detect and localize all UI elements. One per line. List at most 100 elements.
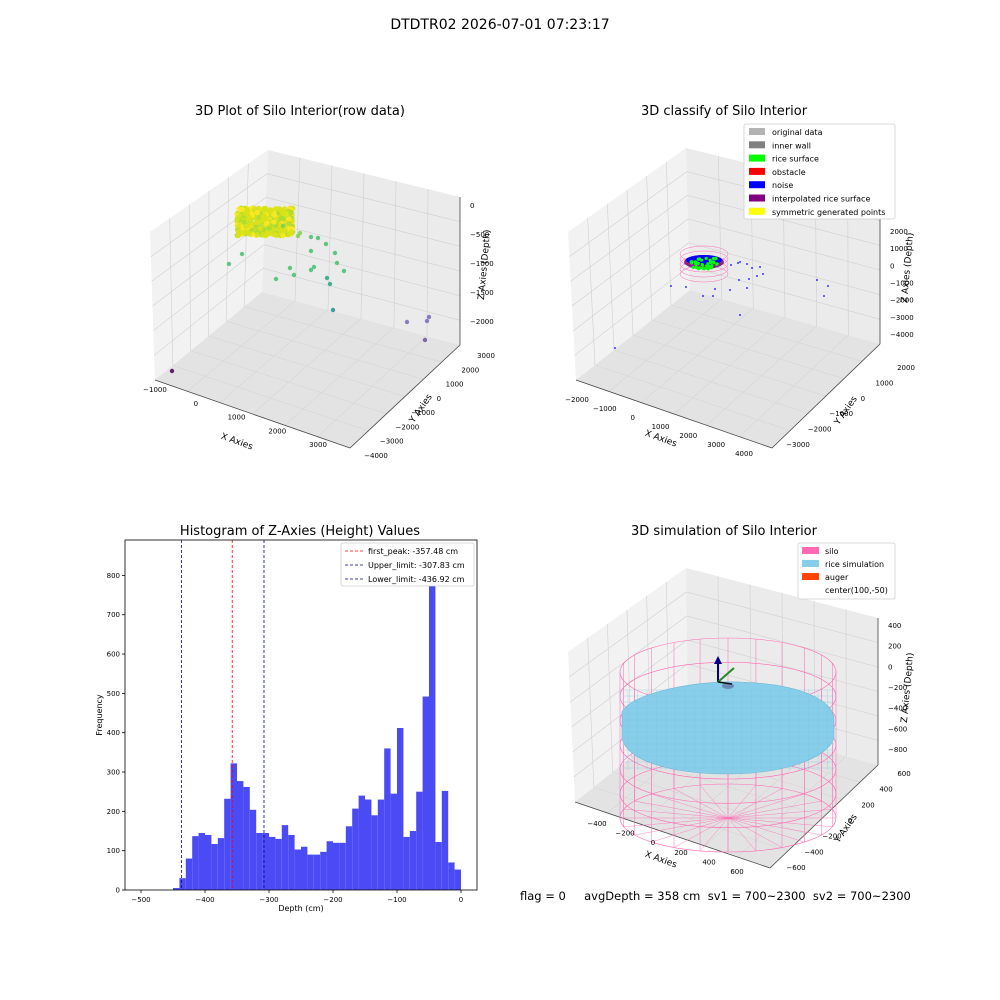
data-point	[249, 205, 255, 212]
data-point	[237, 224, 243, 230]
data-point	[236, 217, 242, 223]
histogram-bar	[211, 843, 218, 890]
data-point	[248, 212, 254, 218]
legend-swatch	[749, 181, 765, 189]
histogram-bar	[313, 854, 321, 890]
data-point	[259, 216, 265, 222]
data-point	[276, 208, 282, 214]
data-point	[273, 217, 279, 223]
grid-line	[243, 163, 249, 307]
rice-surface-point	[690, 261, 694, 265]
data-point	[243, 224, 249, 230]
data-point	[289, 217, 295, 224]
grid-line	[570, 615, 879, 703]
silo-spoke	[727, 800, 822, 819]
data-point	[247, 212, 253, 218]
data-point	[240, 231, 246, 237]
legend-label: Upper_limit: -307.83 cm	[368, 561, 465, 570]
data-point	[235, 227, 241, 233]
data-point	[282, 228, 288, 234]
data-point	[277, 215, 283, 221]
data-point	[286, 210, 292, 216]
data-point	[286, 216, 292, 222]
silo-spoke	[727, 817, 783, 848]
data-point	[256, 229, 262, 236]
z-tick-label: −1500	[470, 289, 494, 297]
data-point	[285, 222, 291, 228]
y-tick-label: 800	[107, 572, 120, 580]
grid-line	[593, 786, 789, 852]
p2-points	[614, 245, 829, 349]
silo-ring	[619, 735, 837, 804]
grid-line	[813, 601, 815, 748]
silo-spoke	[727, 817, 833, 827]
data-point	[330, 307, 336, 313]
p4-ylabel: Y Axies	[832, 812, 860, 845]
data-point	[283, 218, 290, 224]
legend-label: symmetric generated points	[772, 208, 885, 217]
p4-auger-arrows	[714, 656, 735, 685]
data-point	[251, 222, 257, 228]
data-point	[257, 219, 263, 225]
z-tick-label: −2000	[890, 297, 914, 305]
y-tick-label: 100	[107, 847, 120, 855]
legend-swatch	[749, 167, 765, 175]
data-point	[256, 205, 262, 211]
rice-surface-point	[702, 267, 706, 271]
data-point	[286, 229, 292, 235]
data-point	[285, 220, 291, 226]
legend-label: rice surface	[772, 155, 819, 164]
x-tick-label: 4000	[735, 450, 753, 458]
data-point	[252, 228, 258, 234]
rice-surface-point	[704, 256, 708, 260]
data-point	[261, 213, 267, 219]
grid-line	[672, 738, 784, 836]
data-point	[280, 229, 287, 235]
data-point	[254, 216, 260, 222]
data-point	[324, 275, 330, 281]
grid-line	[208, 335, 406, 397]
data-point	[262, 217, 268, 223]
p3-vlines	[180, 540, 265, 890]
silo-spoke	[651, 793, 729, 819]
data-point	[281, 210, 287, 216]
y-tick-label: −3000	[380, 438, 404, 446]
data-point	[256, 213, 262, 219]
y-axis-line	[349, 344, 461, 449]
data-point	[275, 218, 282, 224]
data-point	[272, 215, 278, 221]
data-point	[250, 205, 256, 211]
rice-surface-point	[696, 267, 701, 271]
data-point	[276, 230, 282, 236]
histogram-bar	[416, 791, 423, 890]
y-tick-label: 0	[116, 887, 120, 895]
data-point	[247, 225, 253, 231]
histogram-bar	[198, 832, 205, 890]
x-tick-label: 0	[651, 839, 655, 847]
z-tick-label: −3000	[890, 314, 914, 322]
z-tick-label: −800	[888, 746, 907, 754]
data-point	[268, 229, 274, 235]
data-point	[266, 223, 272, 229]
data-point	[254, 220, 260, 226]
grid-line	[651, 319, 845, 379]
legend-frame	[797, 542, 896, 600]
data-point	[270, 231, 276, 237]
data-point	[288, 219, 294, 225]
grid-line	[219, 309, 329, 403]
legend-label: auger	[825, 573, 849, 582]
floor-pane	[576, 290, 880, 448]
data-point	[237, 215, 243, 221]
x-tick-label: −1000	[143, 386, 167, 394]
data-point	[277, 227, 283, 233]
data-point	[262, 233, 269, 239]
data-point	[235, 211, 242, 217]
p1-tick-labels: −10000100020003000−4000−3000−2000−100001…	[143, 202, 495, 460]
data-point	[278, 233, 284, 239]
data-point	[254, 207, 260, 213]
data-point	[238, 205, 244, 211]
grid-line	[572, 663, 879, 753]
data-point	[261, 208, 267, 214]
p2-xlabel: X Axies	[643, 429, 678, 450]
data-point	[271, 209, 277, 215]
